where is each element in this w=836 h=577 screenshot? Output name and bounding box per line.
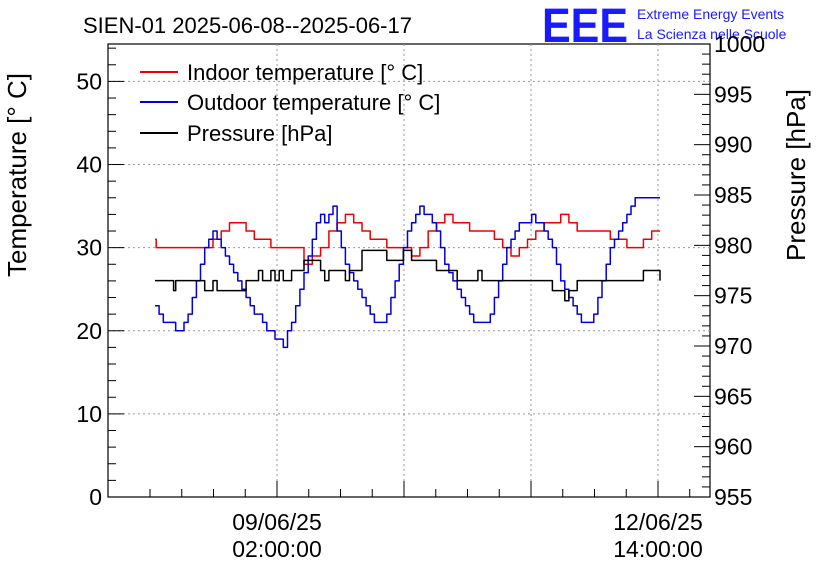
y-right-tick-label: 980 [714, 232, 752, 258]
y-right-tick-label: 990 [714, 132, 752, 158]
y-right-tick-label: 985 [714, 182, 752, 208]
y-left-tick-label: 20 [76, 318, 102, 344]
x-tick-label-date: 09/06/25 [232, 509, 322, 535]
y-right-tick-label: 975 [714, 283, 752, 309]
y-right-tick-label: 965 [714, 383, 752, 409]
legend-label-pressure: Pressure [hPa] [187, 121, 333, 146]
legend-label-outdoor: Outdoor temperature [° C] [187, 90, 440, 115]
pressure-line [155, 249, 661, 302]
y-left-tick-label: 30 [76, 235, 102, 261]
x-tick-label-time: 02:00:00 [232, 536, 322, 562]
y-right-tick-label: 970 [714, 333, 752, 359]
indoor-temperature-line [155, 213, 660, 266]
outdoor-temperature-line [155, 197, 660, 349]
logo-text: EEE [542, 0, 628, 53]
y-right-tick-label: 995 [714, 81, 752, 107]
y-right-tick-label: 1000 [714, 31, 765, 57]
legend-label-indoor: Indoor temperature [° C] [187, 60, 423, 85]
y-axis-left-title: Temperature [° C] [2, 73, 32, 277]
logo-line2: La Scienza nelle Scuole [637, 26, 787, 42]
y-right-tick-label: 960 [714, 434, 752, 460]
y-left-tick-label: 40 [76, 152, 102, 178]
chart-title: SIEN-01 2025-06-08--2025-06-17 [83, 13, 412, 38]
y-left-tick-label: 0 [89, 484, 102, 510]
eee-logo: EEE Extreme Energy Events La Scienza nel… [542, 0, 787, 53]
series-layer [155, 197, 661, 349]
legend: Indoor temperature [° C] Outdoor tempera… [140, 60, 440, 146]
y-right-tick-label: 955 [714, 484, 752, 510]
x-tick-label-date: 12/06/25 [613, 509, 703, 535]
y-left-tick-label: 50 [76, 68, 102, 94]
x-tick-label-time: 14:00:00 [613, 536, 703, 562]
axis-layer: 0 10 20 30 40 50 955 960 965 970 975 980 985 990 995 10… [76, 31, 765, 562]
plot-frame [107, 43, 711, 498]
y-left-tick-label: 10 [76, 401, 102, 427]
logo-line1: Extreme Energy Events [637, 6, 784, 22]
y-axis-right-title: Pressure [hPa] [781, 89, 811, 261]
